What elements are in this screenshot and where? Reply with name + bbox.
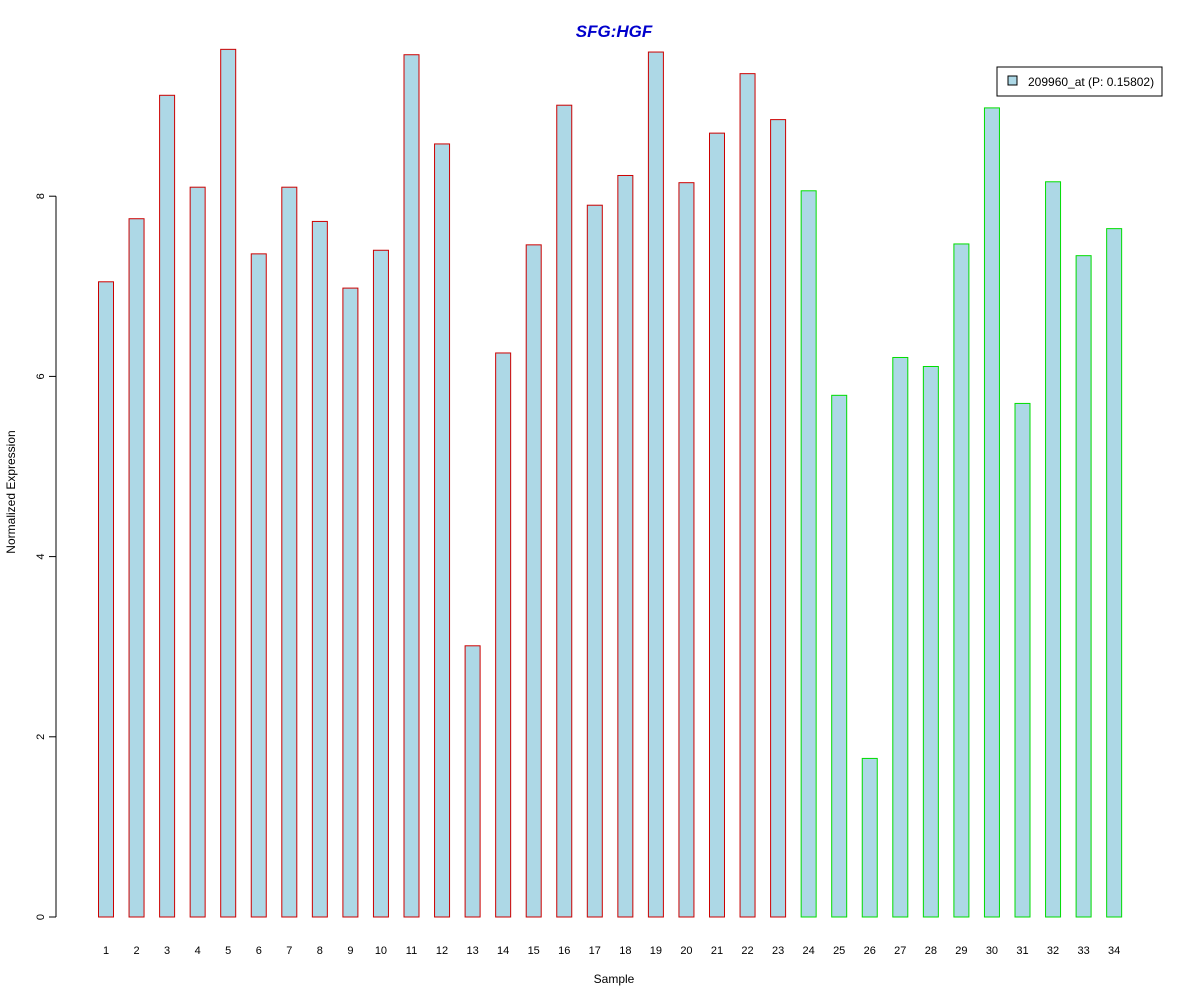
bar <box>342 287 359 918</box>
bar <box>892 356 909 918</box>
legend: 209960_at (P: 0.15802) <box>996 66 1163 97</box>
bar <box>1014 402 1031 918</box>
bar <box>250 253 267 918</box>
y-axis-label: Normalized Expression <box>4 430 18 553</box>
x-tick-label: 24 <box>803 945 815 957</box>
x-tick-label: 30 <box>986 945 998 957</box>
x-tick-label: 4 <box>195 945 201 957</box>
bar <box>220 48 237 918</box>
bars-group <box>98 48 1123 918</box>
legend-label: 209960_at (P: 0.15802) <box>1028 75 1154 89</box>
x-tick-label: 1 <box>103 945 109 957</box>
chart-title: SFG:HGF <box>576 22 653 41</box>
x-tick-label: 26 <box>864 945 876 957</box>
y-tick-label: 2 <box>35 734 47 740</box>
x-tick-label: 34 <box>1108 945 1120 957</box>
y-tick-label: 0 <box>35 914 47 920</box>
bar <box>586 204 603 918</box>
x-tick-label: 17 <box>589 945 601 957</box>
bar <box>525 244 542 918</box>
x-tick-label: 7 <box>286 945 292 957</box>
bar <box>464 645 481 918</box>
bar <box>922 365 939 918</box>
x-tick-label: 6 <box>256 945 262 957</box>
bar <box>953 243 970 918</box>
x-tick-label: 25 <box>833 945 845 957</box>
x-tick-label: 32 <box>1047 945 1059 957</box>
bar <box>647 51 664 918</box>
x-tick-label: 18 <box>619 945 631 957</box>
bar <box>189 186 206 918</box>
x-tick-label: 10 <box>375 945 387 957</box>
x-tick-label: 13 <box>466 945 478 957</box>
x-tick-label: 9 <box>347 945 353 957</box>
bar <box>800 190 817 918</box>
y-tick-label: 6 <box>35 373 47 379</box>
bar <box>1106 228 1123 918</box>
legend-box <box>996 66 1163 97</box>
bar <box>495 352 512 918</box>
bar <box>434 143 451 918</box>
x-tick-label: 27 <box>894 945 906 957</box>
x-tick-label: 8 <box>317 945 323 957</box>
bar <box>709 132 725 918</box>
y-tick-label: 8 <box>35 193 47 199</box>
x-tick-label: 19 <box>650 945 662 957</box>
x-tick-label: 21 <box>711 945 723 957</box>
bar <box>403 54 420 918</box>
bar <box>1075 255 1092 918</box>
x-tick-labels: 1 2 3 4 5 6 7 8 9 10 11 12 13 14 15 16 17 18 19 20 21 22 23 24 2… <box>103 945 1120 957</box>
x-tick-label: 31 <box>1016 945 1028 957</box>
bar <box>617 174 634 918</box>
x-tick-label: 28 <box>925 945 937 957</box>
x-tick-label: 15 <box>528 945 540 957</box>
y-tick-label: 4 <box>35 554 47 560</box>
x-axis-label: Sample <box>594 972 635 986</box>
x-tick-label: 3 <box>164 945 170 957</box>
x-tick-label: 20 <box>680 945 692 957</box>
bar <box>1045 181 1062 918</box>
bar <box>128 218 145 918</box>
x-tick-label: 33 <box>1077 945 1089 957</box>
bar <box>739 73 756 918</box>
bar <box>770 119 787 918</box>
y-axis: 0 2 4 6 8 <box>35 193 57 920</box>
bar <box>678 182 695 918</box>
x-tick-label: 2 <box>133 945 139 957</box>
bar <box>861 757 878 918</box>
bar <box>281 186 298 918</box>
x-tick-label: 5 <box>225 945 231 957</box>
bar <box>372 249 389 918</box>
bar <box>159 94 176 918</box>
x-tick-label: 12 <box>436 945 448 957</box>
bar <box>556 104 573 918</box>
x-tick-label: 22 <box>741 945 753 957</box>
x-tick-label: 16 <box>558 945 570 957</box>
bar <box>311 220 328 918</box>
x-tick-label: 11 <box>406 945 417 957</box>
bar <box>98 281 114 918</box>
bar <box>983 107 1000 918</box>
x-tick-label: 29 <box>955 945 967 957</box>
bar <box>831 394 848 918</box>
x-tick-label: 23 <box>772 945 784 957</box>
x-tick-label: 14 <box>497 945 509 957</box>
legend-swatch <box>1007 75 1018 86</box>
